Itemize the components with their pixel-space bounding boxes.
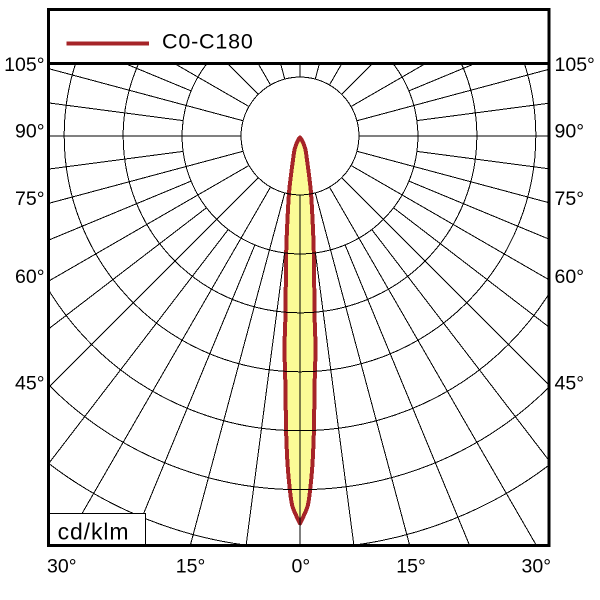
svg-text:90°: 90° xyxy=(15,121,45,143)
svg-text:60°: 60° xyxy=(555,266,585,288)
svg-text:45°: 45° xyxy=(15,373,45,395)
svg-text:30°: 30° xyxy=(47,556,77,578)
svg-text:15°: 15° xyxy=(176,556,206,578)
svg-text:105°: 105° xyxy=(4,54,44,76)
svg-text:15°: 15° xyxy=(396,556,426,578)
svg-text:90°: 90° xyxy=(555,121,585,143)
svg-text:75°: 75° xyxy=(555,188,585,210)
svg-text:105°: 105° xyxy=(555,54,595,76)
svg-text:cd/klm: cd/klm xyxy=(58,519,130,545)
svg-text:0°: 0° xyxy=(291,556,310,578)
svg-text:C0-C180: C0-C180 xyxy=(162,29,254,53)
svg-text:45°: 45° xyxy=(555,373,585,395)
svg-text:60°: 60° xyxy=(15,266,45,288)
svg-text:75°: 75° xyxy=(15,188,45,210)
svg-text:30°: 30° xyxy=(522,556,552,578)
